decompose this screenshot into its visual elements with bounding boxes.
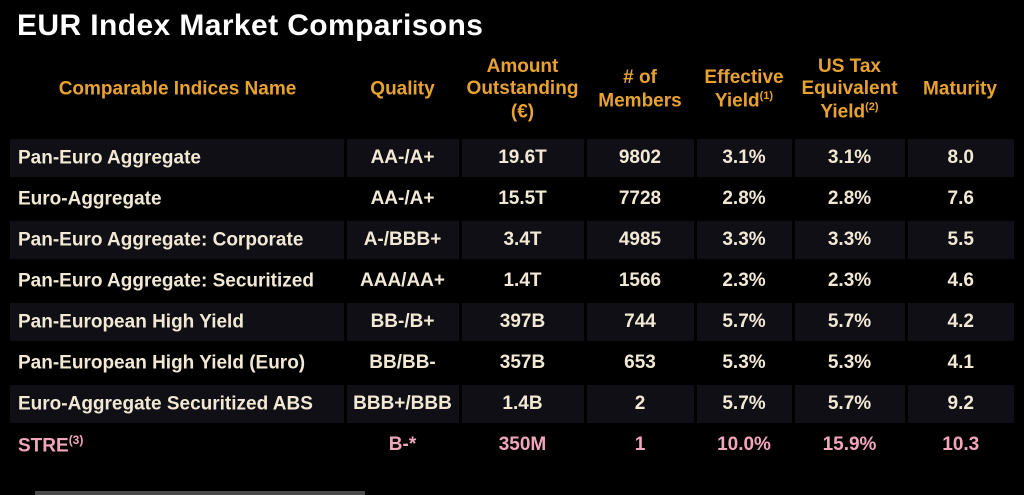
cell-maturity: 10.3 bbox=[904, 422, 1014, 466]
column-header-amount-outstanding: Amount Outstanding (€) bbox=[460, 46, 585, 139]
cell-effective-yield: 10.0% bbox=[693, 422, 793, 466]
cell-index-name: Pan-European High Yield (Euro) bbox=[10, 340, 345, 384]
cell-amount-outstanding: 15.5T bbox=[458, 176, 585, 220]
column-header-quality: Quality bbox=[345, 46, 460, 139]
cell-quality: AAA/AA+ bbox=[343, 258, 460, 302]
cell-members: 4985 bbox=[583, 217, 695, 261]
cell-maturity: 9.2 bbox=[904, 381, 1014, 425]
cell-amount-outstanding: 350M bbox=[458, 422, 585, 466]
cell-quality: BBB+/BBB bbox=[343, 381, 460, 425]
cell-index-name: Pan-Euro Aggregate bbox=[10, 135, 345, 179]
cell-members: 1 bbox=[583, 422, 695, 466]
column-header-effective-yield: Effective Yield(1) bbox=[695, 46, 793, 139]
cell-amount-outstanding: 19.6T bbox=[458, 135, 585, 179]
cell-quality: AA-/A+ bbox=[343, 135, 460, 179]
table-row: Pan-Euro Aggregate: Securitized AAA/AA+ … bbox=[10, 258, 1014, 302]
cell-members: 7728 bbox=[583, 176, 695, 220]
comparison-table: Comparable Indices Name Quality Amount O… bbox=[10, 46, 1014, 466]
cell-amount-outstanding: 397B bbox=[458, 299, 585, 343]
cell-members: 2 bbox=[583, 381, 695, 425]
cell-us-tax-equivalent-yield: 2.3% bbox=[791, 258, 906, 302]
cell-us-tax-equivalent-yield: 3.1% bbox=[791, 135, 906, 179]
cell-us-tax-equivalent-yield: 5.7% bbox=[791, 381, 906, 425]
cell-maturity: 8.0 bbox=[904, 135, 1014, 179]
cell-quality: BB-/B+ bbox=[343, 299, 460, 343]
column-header-name: Comparable Indices Name bbox=[10, 46, 345, 139]
table-row: Pan-European High Yield BB-/B+ 397B 744 … bbox=[10, 299, 1014, 343]
cell-members: 653 bbox=[583, 340, 695, 384]
cell-us-tax-equivalent-yield: 5.7% bbox=[791, 299, 906, 343]
cell-effective-yield: 5.7% bbox=[693, 381, 793, 425]
cell-effective-yield: 2.8% bbox=[693, 176, 793, 220]
table-row: Euro-Aggregate AA-/A+ 15.5T 7728 2.8% 2.… bbox=[10, 176, 1014, 220]
column-header-us-tax-equivalent-yield: US Tax Equivalent Yield(2) bbox=[793, 46, 906, 139]
cell-quality: BB/BB- bbox=[343, 340, 460, 384]
cell-quality: AA-/A+ bbox=[343, 176, 460, 220]
cell-index-name: Pan-Euro Aggregate: Corporate bbox=[10, 217, 345, 261]
cell-effective-yield: 2.3% bbox=[693, 258, 793, 302]
table-row: Pan-Euro Aggregate AA-/A+ 19.6T 9802 3.1… bbox=[10, 135, 1014, 179]
column-header-members: # of Members bbox=[585, 46, 695, 139]
cell-maturity: 4.1 bbox=[904, 340, 1014, 384]
table-header: Comparable Indices Name Quality Amount O… bbox=[10, 46, 1014, 139]
cell-members: 1566 bbox=[583, 258, 695, 302]
cell-index-name: Pan-European High Yield bbox=[10, 299, 345, 343]
cell-index-name: Euro-Aggregate bbox=[10, 176, 345, 220]
table-body: Pan-Euro Aggregate AA-/A+ 19.6T 9802 3.1… bbox=[10, 135, 1014, 466]
cell-amount-outstanding: 357B bbox=[458, 340, 585, 384]
cell-effective-yield: 3.3% bbox=[693, 217, 793, 261]
cell-us-tax-equivalent-yield: 15.9% bbox=[791, 422, 906, 466]
cell-maturity: 5.5 bbox=[904, 217, 1014, 261]
cell-maturity: 7.6 bbox=[904, 176, 1014, 220]
cell-index-name: Pan-Euro Aggregate: Securitized bbox=[10, 258, 345, 302]
table-row: Euro-Aggregate Securitized ABS BBB+/BBB … bbox=[10, 381, 1014, 425]
cell-index-name: Euro-Aggregate Securitized ABS bbox=[10, 381, 345, 425]
table-row: Pan-Euro Aggregate: Corporate A-/BBB+ 3.… bbox=[10, 217, 1014, 261]
table-row: STRE(3) B-* 350M 1 10.0% 15.9% 10.3 bbox=[10, 422, 1014, 466]
cell-quality: B-* bbox=[343, 422, 460, 466]
cell-effective-yield: 5.7% bbox=[693, 299, 793, 343]
cropped-footnote-edge bbox=[35, 491, 365, 495]
cell-index-name: STRE(3) bbox=[10, 422, 345, 466]
cell-effective-yield: 5.3% bbox=[693, 340, 793, 384]
page-title: EUR Index Market Comparisons bbox=[17, 9, 484, 42]
cell-quality: A-/BBB+ bbox=[343, 217, 460, 261]
cell-us-tax-equivalent-yield: 3.3% bbox=[791, 217, 906, 261]
cell-effective-yield: 3.1% bbox=[693, 135, 793, 179]
cell-maturity: 4.2 bbox=[904, 299, 1014, 343]
cell-amount-outstanding: 1.4T bbox=[458, 258, 585, 302]
column-header-maturity: Maturity bbox=[906, 46, 1014, 139]
cell-amount-outstanding: 1.4B bbox=[458, 381, 585, 425]
cell-maturity: 4.6 bbox=[904, 258, 1014, 302]
cell-us-tax-equivalent-yield: 2.8% bbox=[791, 176, 906, 220]
cell-amount-outstanding: 3.4T bbox=[458, 217, 585, 261]
table-row: Pan-European High Yield (Euro) BB/BB- 35… bbox=[10, 340, 1014, 384]
cell-us-tax-equivalent-yield: 5.3% bbox=[791, 340, 906, 384]
cell-members: 9802 bbox=[583, 135, 695, 179]
cell-members: 744 bbox=[583, 299, 695, 343]
